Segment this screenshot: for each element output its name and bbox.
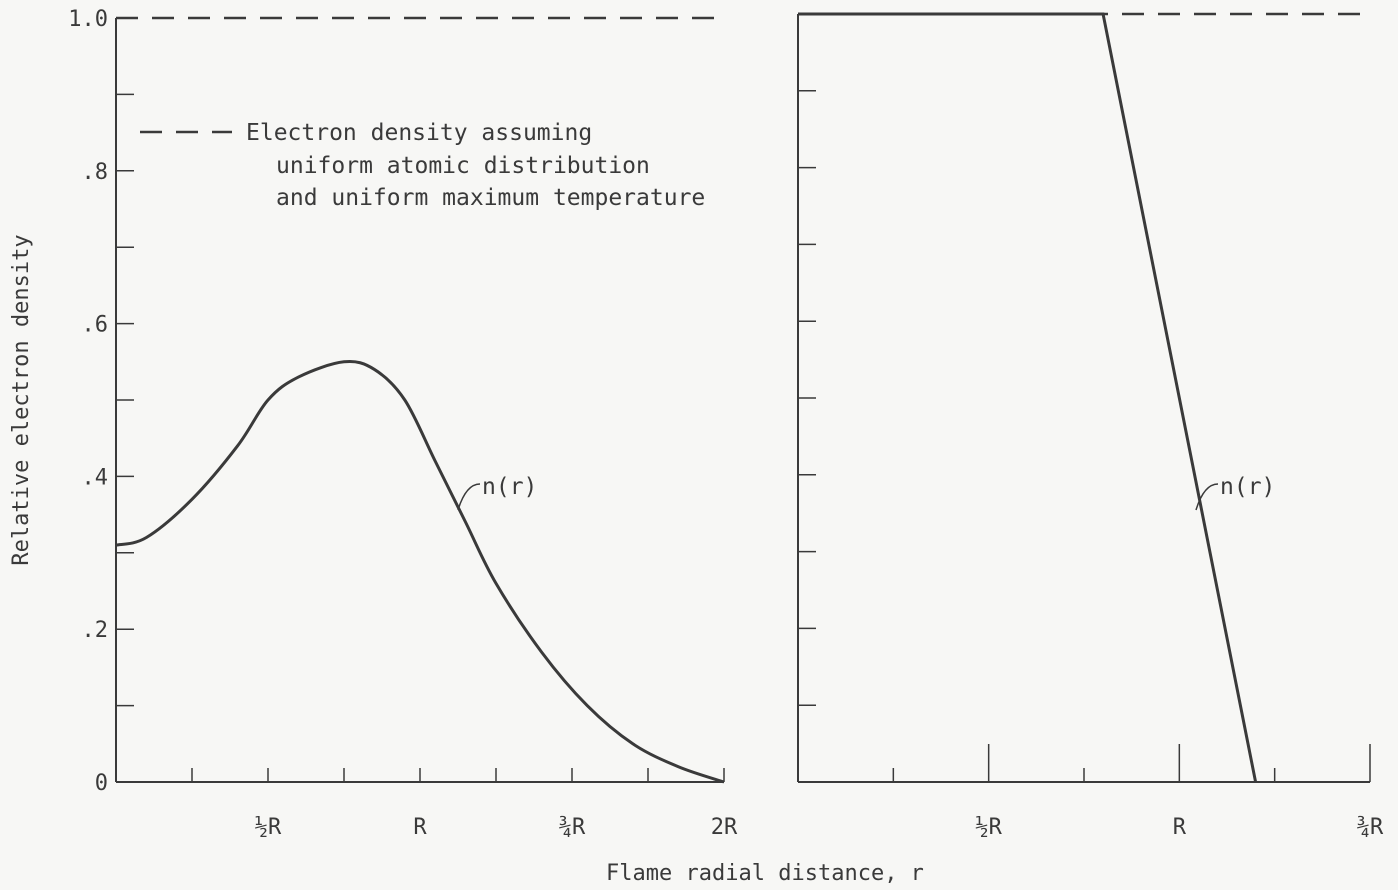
legend-line-3: and uniform maximum temperature	[276, 185, 705, 211]
x-axis-label: Flame radial distance, r	[606, 861, 924, 886]
series-label: n(r)	[482, 474, 537, 500]
y-tick-label: .2	[82, 618, 109, 643]
series-label-leader	[457, 483, 481, 511]
series-line-n-r	[115, 360, 725, 784]
x-tick-label: ¾R	[559, 815, 586, 840]
x-tick-label: 2R	[711, 815, 738, 840]
legend-line-1: Electron density assuming	[246, 120, 592, 146]
y-axis-label: Relative electron density	[9, 234, 34, 565]
series-line-n-r	[798, 12, 1258, 783]
y-tick-label: 1.0	[68, 7, 108, 32]
legend-line-2: uniform atomic distribution	[276, 153, 650, 179]
y-tick-label: .8	[82, 160, 109, 185]
x-tick-label: ½R	[255, 815, 282, 840]
x-tick-label: ¾R	[1357, 815, 1384, 840]
text-layer: Relative electron density Flame radial d…	[9, 7, 1384, 886]
data-layer	[115, 12, 1370, 784]
y-tick-label: 0	[95, 771, 108, 796]
x-tick-label: R	[1173, 815, 1187, 840]
series-label-leader	[1195, 483, 1219, 511]
series-label: n(r)	[1220, 474, 1275, 500]
y-tick-label: .6	[82, 313, 109, 338]
axes-layer	[115, 13, 1371, 783]
y-tick-label: .4	[82, 465, 109, 490]
x-tick-label: R	[413, 815, 427, 840]
x-tick-label: ½R	[975, 815, 1002, 840]
